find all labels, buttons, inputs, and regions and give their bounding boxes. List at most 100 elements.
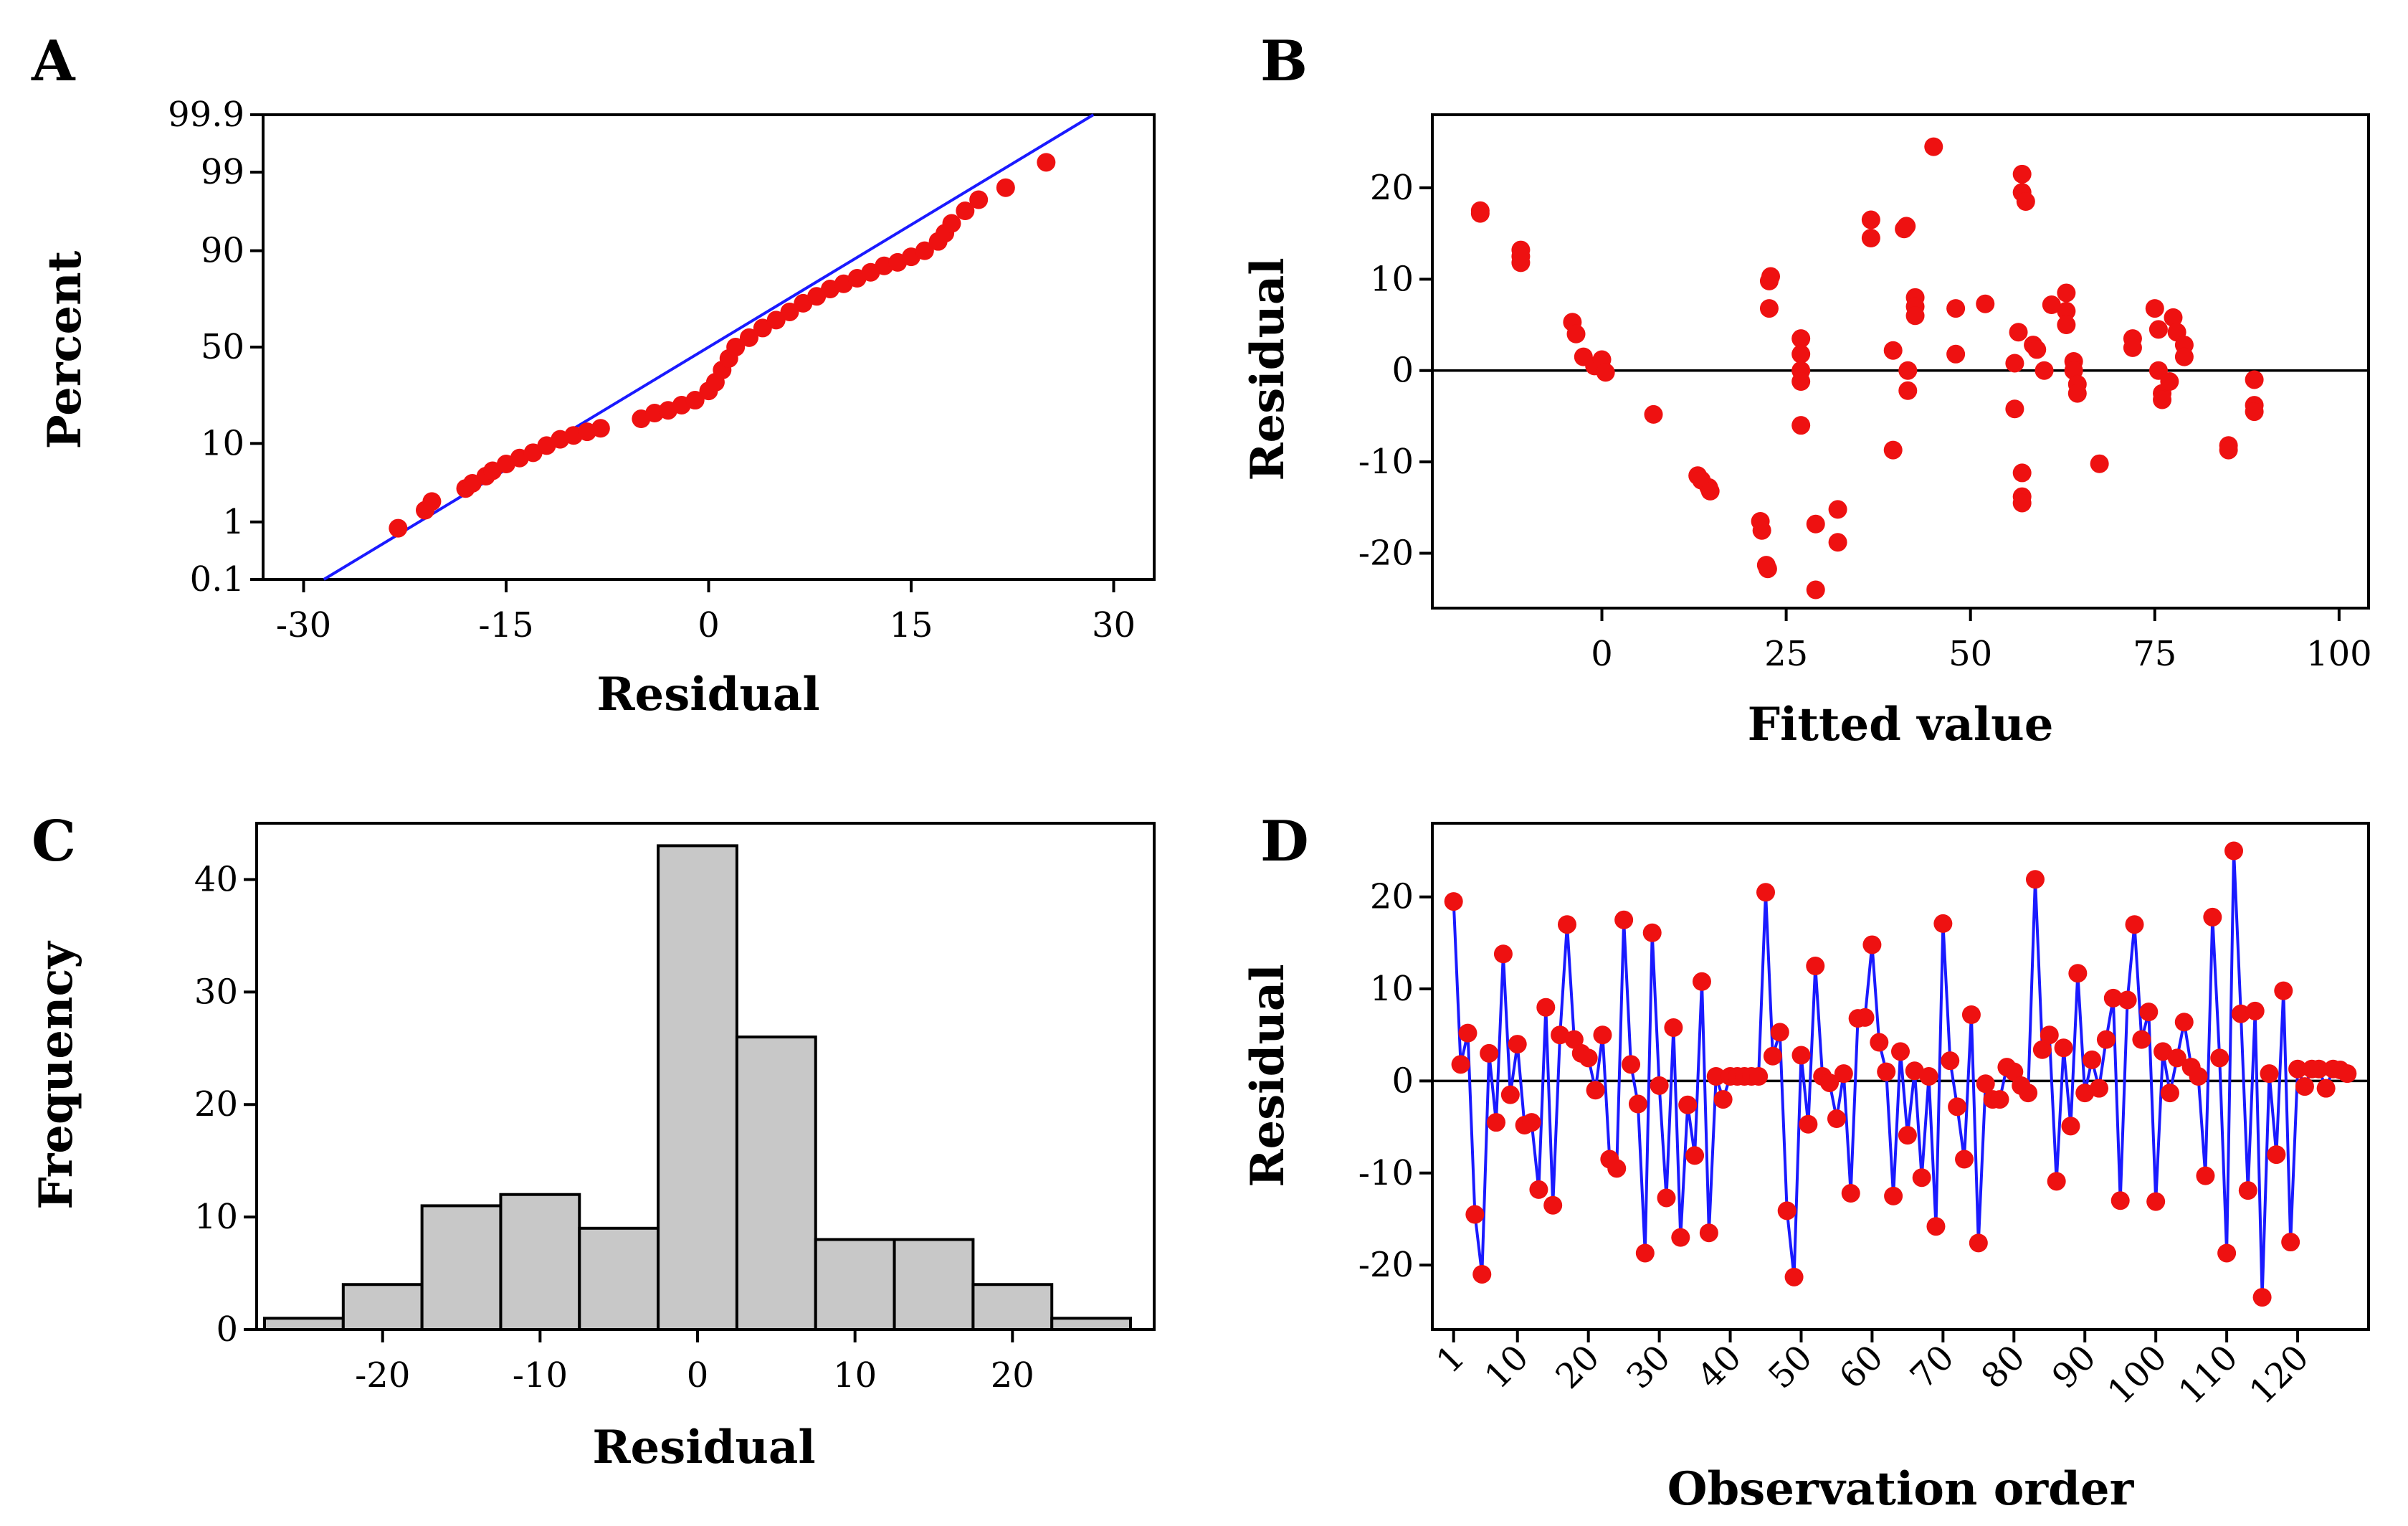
data-point bbox=[1898, 361, 1918, 380]
panel-d-y-ticks: -20 -10 0 10 20 bbox=[1358, 877, 1432, 1285]
data-point bbox=[1841, 1184, 1860, 1203]
data-point bbox=[1607, 1159, 1627, 1178]
data-point bbox=[2110, 1191, 2130, 1210]
data-point bbox=[2012, 493, 2032, 513]
data-point bbox=[1699, 1223, 1718, 1243]
data-point bbox=[1650, 1076, 1669, 1095]
data-point bbox=[2075, 1084, 2095, 1103]
data-point bbox=[1487, 1113, 1506, 1132]
x-tick-label: 30 bbox=[1092, 605, 1136, 645]
x-tick-label: 1 bbox=[1429, 1337, 1472, 1381]
histogram-bar bbox=[578, 1226, 660, 1332]
y-tick-label: 10 bbox=[1370, 969, 1414, 1009]
histogram-bar bbox=[499, 1193, 581, 1331]
data-point bbox=[1990, 1090, 2009, 1109]
x-tick-label: 110 bbox=[2171, 1337, 2245, 1412]
data-point bbox=[422, 492, 442, 511]
data-point bbox=[2016, 192, 2035, 212]
data-point bbox=[1961, 1005, 1981, 1024]
data-point bbox=[2309, 1059, 2328, 1079]
data-point bbox=[1451, 1055, 1470, 1074]
x-tick-label: 75 bbox=[2133, 634, 2176, 674]
data-point bbox=[1861, 229, 1880, 247]
data-point bbox=[1759, 299, 1779, 318]
y-tick-label: 0 bbox=[1391, 351, 1414, 391]
data-point bbox=[1919, 1067, 1938, 1086]
data-point bbox=[1827, 1109, 1846, 1129]
x-tick-label: 60 bbox=[1832, 1337, 1891, 1397]
data-point bbox=[1692, 972, 1711, 991]
histogram-bar bbox=[657, 844, 738, 1331]
y-tick-label: 20 bbox=[1370, 877, 1414, 917]
panel-b-y-label: Residual bbox=[1241, 257, 1295, 480]
panel-b-label: B bbox=[1260, 29, 1308, 94]
data-point bbox=[969, 190, 989, 209]
y-tick-label: -10 bbox=[1358, 442, 1414, 482]
data-point bbox=[2090, 454, 2109, 473]
data-point bbox=[1465, 1205, 1485, 1224]
data-point bbox=[1536, 997, 1556, 1017]
data-point bbox=[2040, 1025, 2059, 1045]
data-point bbox=[2160, 1084, 2179, 1103]
histogram-bar bbox=[893, 1238, 975, 1331]
data-point bbox=[1834, 1064, 1853, 1084]
data-point bbox=[1671, 1228, 1690, 1247]
data-point bbox=[2245, 370, 2264, 389]
data-point bbox=[780, 302, 799, 321]
x-tick-label: 25 bbox=[1764, 634, 1808, 674]
data-point bbox=[2153, 390, 2172, 409]
data-point bbox=[1500, 1085, 1520, 1104]
data-point bbox=[2012, 463, 2032, 483]
data-point bbox=[1933, 914, 1953, 933]
data-point bbox=[726, 338, 746, 356]
y-tick-label: 0 bbox=[216, 1309, 238, 1350]
data-point bbox=[2154, 1042, 2173, 1061]
data-point bbox=[1806, 514, 1825, 534]
data-point bbox=[2224, 841, 2244, 861]
data-point bbox=[1593, 1025, 1612, 1045]
panel-c-y-ticks: 0 10 20 30 40 bbox=[194, 859, 257, 1350]
data-point bbox=[2019, 1084, 2038, 1103]
x-tick-label: 15 bbox=[889, 605, 933, 645]
data-point bbox=[2164, 308, 2183, 327]
x-tick-label: -30 bbox=[276, 605, 331, 645]
data-point bbox=[1557, 915, 1576, 934]
data-point bbox=[2132, 1030, 2151, 1049]
y-tick-label: 99.9 bbox=[168, 95, 244, 135]
panel-d-points bbox=[1444, 841, 2357, 1307]
panel-d-y-label: Residual bbox=[1241, 964, 1295, 1187]
y-tick-label: 0 bbox=[1391, 1061, 1414, 1101]
data-point bbox=[2316, 1079, 2336, 1098]
data-point bbox=[1444, 892, 1463, 911]
data-point bbox=[1749, 1067, 1769, 1086]
data-point bbox=[1522, 1113, 1541, 1132]
data-point bbox=[753, 318, 772, 338]
x-tick-label: 80 bbox=[1974, 1337, 2033, 1397]
data-point bbox=[685, 391, 705, 410]
data-point bbox=[1564, 1030, 1584, 1049]
data-point bbox=[2004, 1062, 2024, 1081]
x-tick-label: 100 bbox=[2100, 1337, 2174, 1412]
data-point bbox=[1912, 1168, 1931, 1188]
data-point bbox=[1761, 267, 1781, 286]
data-point bbox=[766, 311, 786, 330]
panel-b-x-ticks: 0 25 50 75 100 bbox=[1591, 608, 2372, 674]
data-point bbox=[2196, 1166, 2215, 1185]
histogram-bar bbox=[1050, 1317, 1133, 1332]
data-point bbox=[2054, 1038, 2073, 1058]
data-point bbox=[1870, 1033, 1889, 1052]
data-point bbox=[1976, 294, 1995, 313]
y-tick-label: 10 bbox=[194, 1197, 238, 1237]
data-point bbox=[2009, 323, 2028, 342]
x-tick-label: -20 bbox=[355, 1355, 410, 1395]
data-point bbox=[1458, 1023, 1477, 1043]
data-point bbox=[915, 241, 934, 260]
data-point bbox=[1511, 247, 1531, 266]
data-point bbox=[2288, 1059, 2308, 1079]
panel-c-x-label: Residual bbox=[592, 1421, 815, 1474]
y-tick-label: -20 bbox=[1358, 534, 1414, 574]
data-point bbox=[1586, 1081, 1605, 1100]
data-point bbox=[2203, 907, 2222, 926]
